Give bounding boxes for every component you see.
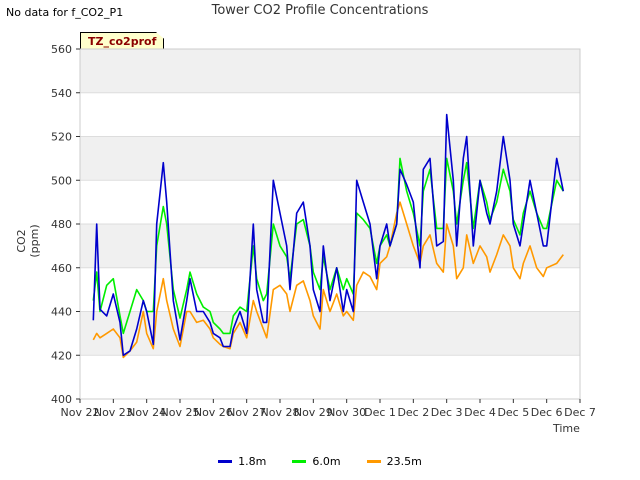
y-tick-label: 480 (51, 218, 72, 231)
no-data-notice: No data for f_CO2_P1 (6, 6, 124, 19)
y-tick-label: 520 (51, 131, 72, 144)
x-tick-label: Nov 22 (61, 406, 100, 419)
series-line-23-5m (92, 201, 564, 359)
x-tick-label: Dec 2 (397, 406, 429, 419)
legend-item-3: 23.5m (366, 455, 422, 468)
x-tick-label: Dec 4 (464, 406, 496, 419)
chart-legend: 1.8m 6.0m 23.5m (0, 455, 640, 468)
y-tick-label: 400 (51, 393, 72, 406)
x-tick-label: Dec 6 (531, 406, 563, 419)
grid-band (80, 49, 580, 93)
grid-band (80, 136, 580, 181)
y-tick-label: 420 (51, 349, 72, 362)
y-tick-label: 460 (51, 262, 72, 275)
y-tick-label: 440 (51, 306, 72, 319)
legend-swatch-3 (366, 460, 381, 463)
x-tick-label: Nov 28 (261, 406, 300, 419)
x-tick-label: Nov 27 (227, 406, 266, 419)
x-tick-label: Nov 29 (294, 406, 333, 419)
x-tick-label: Dec 1 (364, 406, 396, 419)
chart-title: Tower CO2 Profile Concentrations (211, 3, 429, 18)
x-tick-label: Dec 7 (564, 406, 596, 419)
y-tick-label: 540 (51, 87, 72, 100)
y-tick-label: 560 (51, 43, 72, 56)
legend-item-1: 1.8m (218, 455, 266, 468)
x-tick-label: Dec 3 (431, 406, 463, 419)
legend-label-1: 1.8m (238, 455, 267, 468)
x-tick-label: Nov 30 (327, 406, 366, 419)
legend-swatch-1 (218, 460, 233, 463)
site-tag: TZ_co2prof (80, 32, 165, 52)
grid-band (80, 224, 580, 268)
x-tick-label: Nov 26 (194, 406, 233, 419)
legend-swatch-2 (292, 460, 307, 463)
x-axis-label: Time (553, 422, 580, 435)
x-tick-label: Nov 25 (161, 406, 200, 419)
x-tick-label: Dec 5 (497, 406, 529, 419)
legend-item-2: 6.0m (292, 455, 341, 468)
legend-label-3: 23.5m (386, 455, 422, 468)
series-line-1-8m (92, 113, 565, 357)
legend-label-2: 6.0m (312, 455, 341, 468)
grid-band (80, 311, 580, 356)
x-tick-label: Nov 23 (94, 406, 133, 419)
x-tick-label: Nov 24 (127, 406, 166, 419)
y-tick-label: 500 (51, 174, 72, 187)
